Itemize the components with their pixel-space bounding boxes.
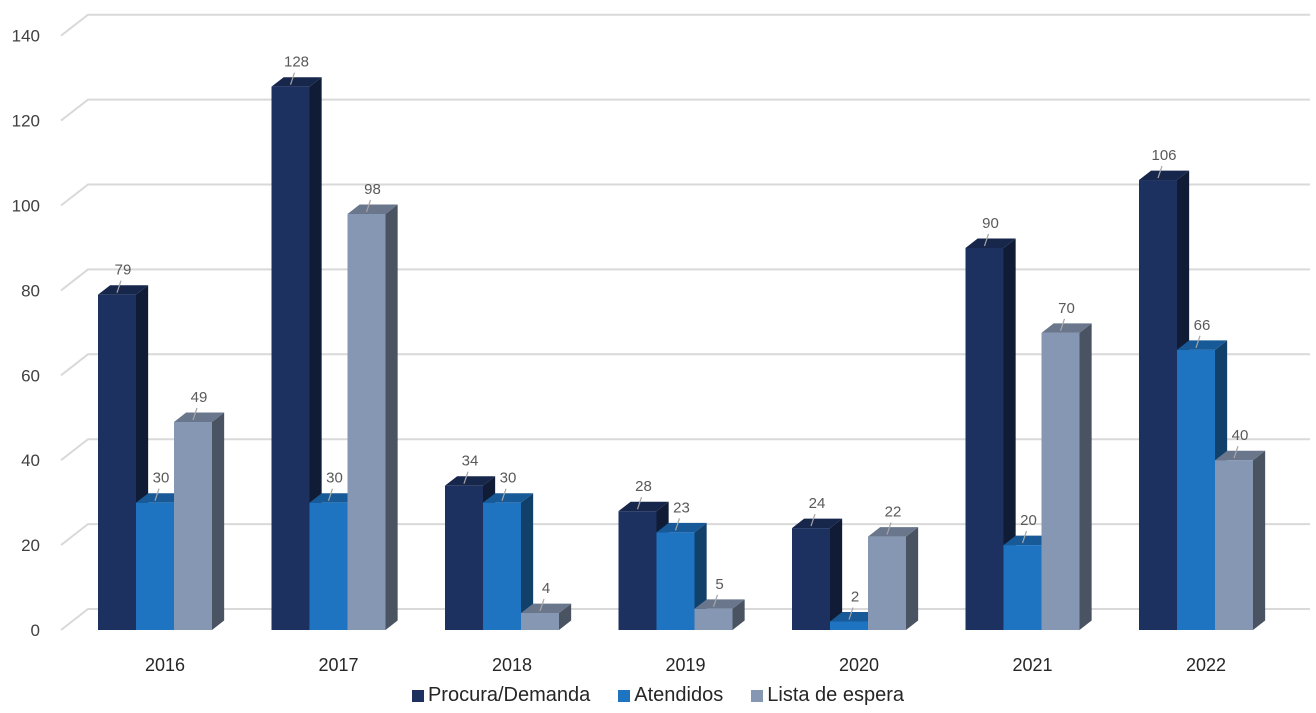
gridline — [60, 13, 1310, 37]
data-label: 30 — [153, 470, 170, 487]
data-label-leader — [1157, 165, 1163, 179]
x-tick-label: 2021 — [1012, 655, 1052, 675]
gridline — [60, 268, 1310, 292]
data-label-leader — [289, 72, 296, 85]
data-label: 34 — [462, 453, 479, 470]
bar — [868, 527, 919, 630]
bar — [174, 412, 225, 630]
data-label-leader — [192, 407, 198, 421]
data-label: 30 — [500, 470, 517, 487]
y-tick-label: 20 — [21, 536, 40, 555]
data-label-leader — [1059, 318, 1066, 332]
y-tick-label: 0 — [31, 621, 40, 640]
x-tick-label: 2017 — [318, 655, 358, 675]
data-label: 5 — [715, 576, 723, 593]
y-tick-label: 80 — [21, 281, 40, 300]
data-label-leader — [501, 488, 507, 501]
bar — [656, 522, 707, 630]
data-label-leader — [327, 488, 334, 501]
x-tick-label: 2022 — [1186, 655, 1226, 675]
bar — [965, 238, 1016, 630]
x-tick-label: 2020 — [839, 655, 879, 675]
y-tick-label: 120 — [12, 112, 40, 131]
gridline — [60, 353, 1310, 377]
gridline — [60, 183, 1310, 207]
data-label-leader — [848, 607, 854, 620]
data-label-leader — [712, 594, 719, 607]
data-label-leader — [539, 598, 545, 612]
legend-label: Atendidos — [634, 684, 724, 706]
y-tick-label: 140 — [12, 27, 40, 46]
bars: 7930491283098343042823524222902070106664… — [98, 54, 1266, 631]
data-label-leader — [463, 471, 469, 484]
data-label: 90 — [982, 215, 999, 232]
bar — [98, 285, 149, 630]
data-label: 70 — [1058, 300, 1075, 317]
gridline — [60, 98, 1310, 122]
bar — [1215, 450, 1266, 630]
legend-label: Procura/Demanda — [427, 684, 591, 706]
data-label: 30 — [326, 470, 343, 487]
y-tick-label: 60 — [21, 366, 40, 385]
legend: Procura/Demanda Atendidos Lista de espera — [0, 684, 1316, 707]
data-label: 79 — [115, 262, 132, 279]
data-label-leader — [886, 522, 892, 535]
data-label: 23 — [673, 499, 690, 516]
y-tick-label: 100 — [12, 197, 40, 216]
bar — [792, 518, 843, 630]
data-label: 40 — [1232, 427, 1249, 444]
bar — [1041, 323, 1092, 630]
data-label: 128 — [284, 54, 309, 71]
x-axis: 2016 2017 2018 2019 2020 2021 2022 — [145, 655, 1226, 675]
x-tick-label: 2018 — [492, 655, 532, 675]
bar — [271, 77, 322, 630]
gridline — [60, 438, 1310, 461]
legend-item: Lista de espera — [751, 684, 904, 707]
data-label-leader — [636, 496, 643, 510]
bar — [483, 493, 534, 630]
bar — [347, 204, 398, 631]
bar — [521, 603, 572, 630]
legend-label: Lista de espera — [767, 684, 905, 706]
grid-lines — [60, 13, 1310, 631]
x-tick-label: 2016 — [145, 655, 185, 675]
legend-swatch — [618, 689, 631, 702]
data-label: 20 — [1020, 512, 1037, 529]
data-label-leader — [810, 513, 816, 527]
data-label: 24 — [809, 495, 826, 512]
data-label: 106 — [1151, 147, 1176, 164]
data-label: 98 — [364, 181, 381, 198]
y-axis: 0 20 40 60 80 100 120 140 — [12, 27, 40, 640]
data-label: 22 — [885, 504, 902, 521]
data-label-leader — [154, 488, 160, 501]
data-label-leader — [1021, 530, 1028, 544]
legend-swatch — [411, 689, 424, 702]
data-label: 28 — [635, 478, 652, 495]
data-label-leader — [1195, 335, 1201, 349]
data-label-leader — [116, 280, 122, 293]
data-label: 4 — [542, 580, 550, 597]
data-label: 49 — [191, 389, 208, 406]
x-tick-label: 2019 — [665, 655, 705, 675]
legend-item: Atendidos — [618, 684, 723, 707]
bar — [694, 599, 745, 630]
data-label: 2 — [851, 589, 859, 606]
y-tick-label: 40 — [21, 451, 40, 470]
data-label-leader — [674, 518, 681, 531]
legend-item: Procura/Demanda — [411, 684, 591, 707]
data-label-leader — [983, 233, 990, 247]
data-label: 66 — [1194, 317, 1211, 334]
data-label-leader — [1233, 446, 1239, 459]
gridline — [60, 523, 1310, 546]
data-label-leader — [365, 199, 372, 213]
legend-swatch — [751, 689, 764, 702]
